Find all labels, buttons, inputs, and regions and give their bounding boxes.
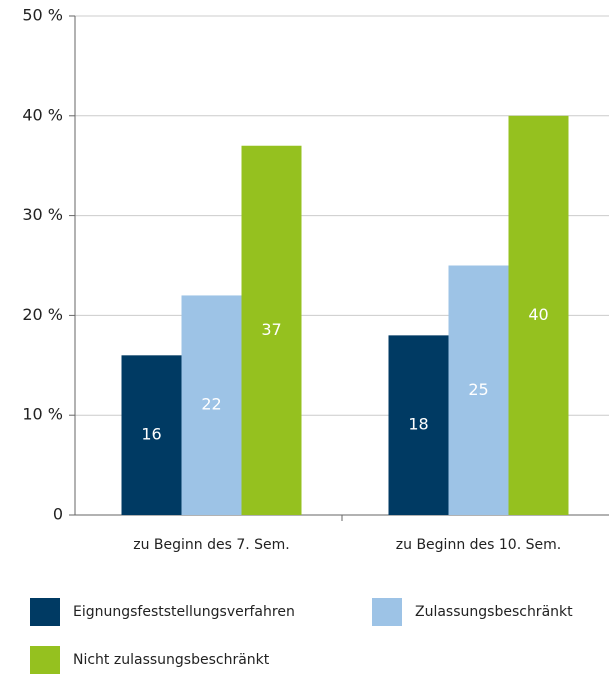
bar — [181, 295, 242, 515]
legend-label: Nicht zulassungsbeschränkt — [73, 652, 270, 668]
y-tick-label: 40 % — [22, 105, 63, 124]
bar — [121, 355, 182, 515]
value-label: 16 — [141, 425, 161, 444]
bar — [388, 335, 449, 515]
legend-swatch — [372, 598, 402, 626]
legend-swatch — [30, 646, 60, 674]
value-label: 25 — [468, 380, 488, 399]
bar — [241, 145, 302, 516]
legend-swatch — [30, 598, 60, 626]
value-label: 18 — [408, 415, 428, 434]
value-label: 40 — [528, 305, 548, 324]
value-label: 22 — [201, 395, 221, 414]
bar — [508, 115, 569, 516]
legend-label: Zulassungsbeschränkt — [415, 604, 573, 620]
y-tick-label: 10 % — [22, 405, 63, 424]
y-tick-label: 20 % — [22, 305, 63, 324]
bar — [448, 265, 509, 515]
y-tick-label: 0 — [53, 505, 63, 524]
y-tick-label: 30 % — [22, 205, 63, 224]
x-tick-label: zu Beginn des 10. Sem. — [396, 537, 561, 553]
value-label: 37 — [261, 320, 281, 339]
legend-label: Eignungsfeststellungsverfahren — [73, 604, 295, 620]
y-tick-label: 50 % — [22, 6, 63, 25]
x-tick-label: zu Beginn des 7. Sem. — [133, 537, 290, 553]
